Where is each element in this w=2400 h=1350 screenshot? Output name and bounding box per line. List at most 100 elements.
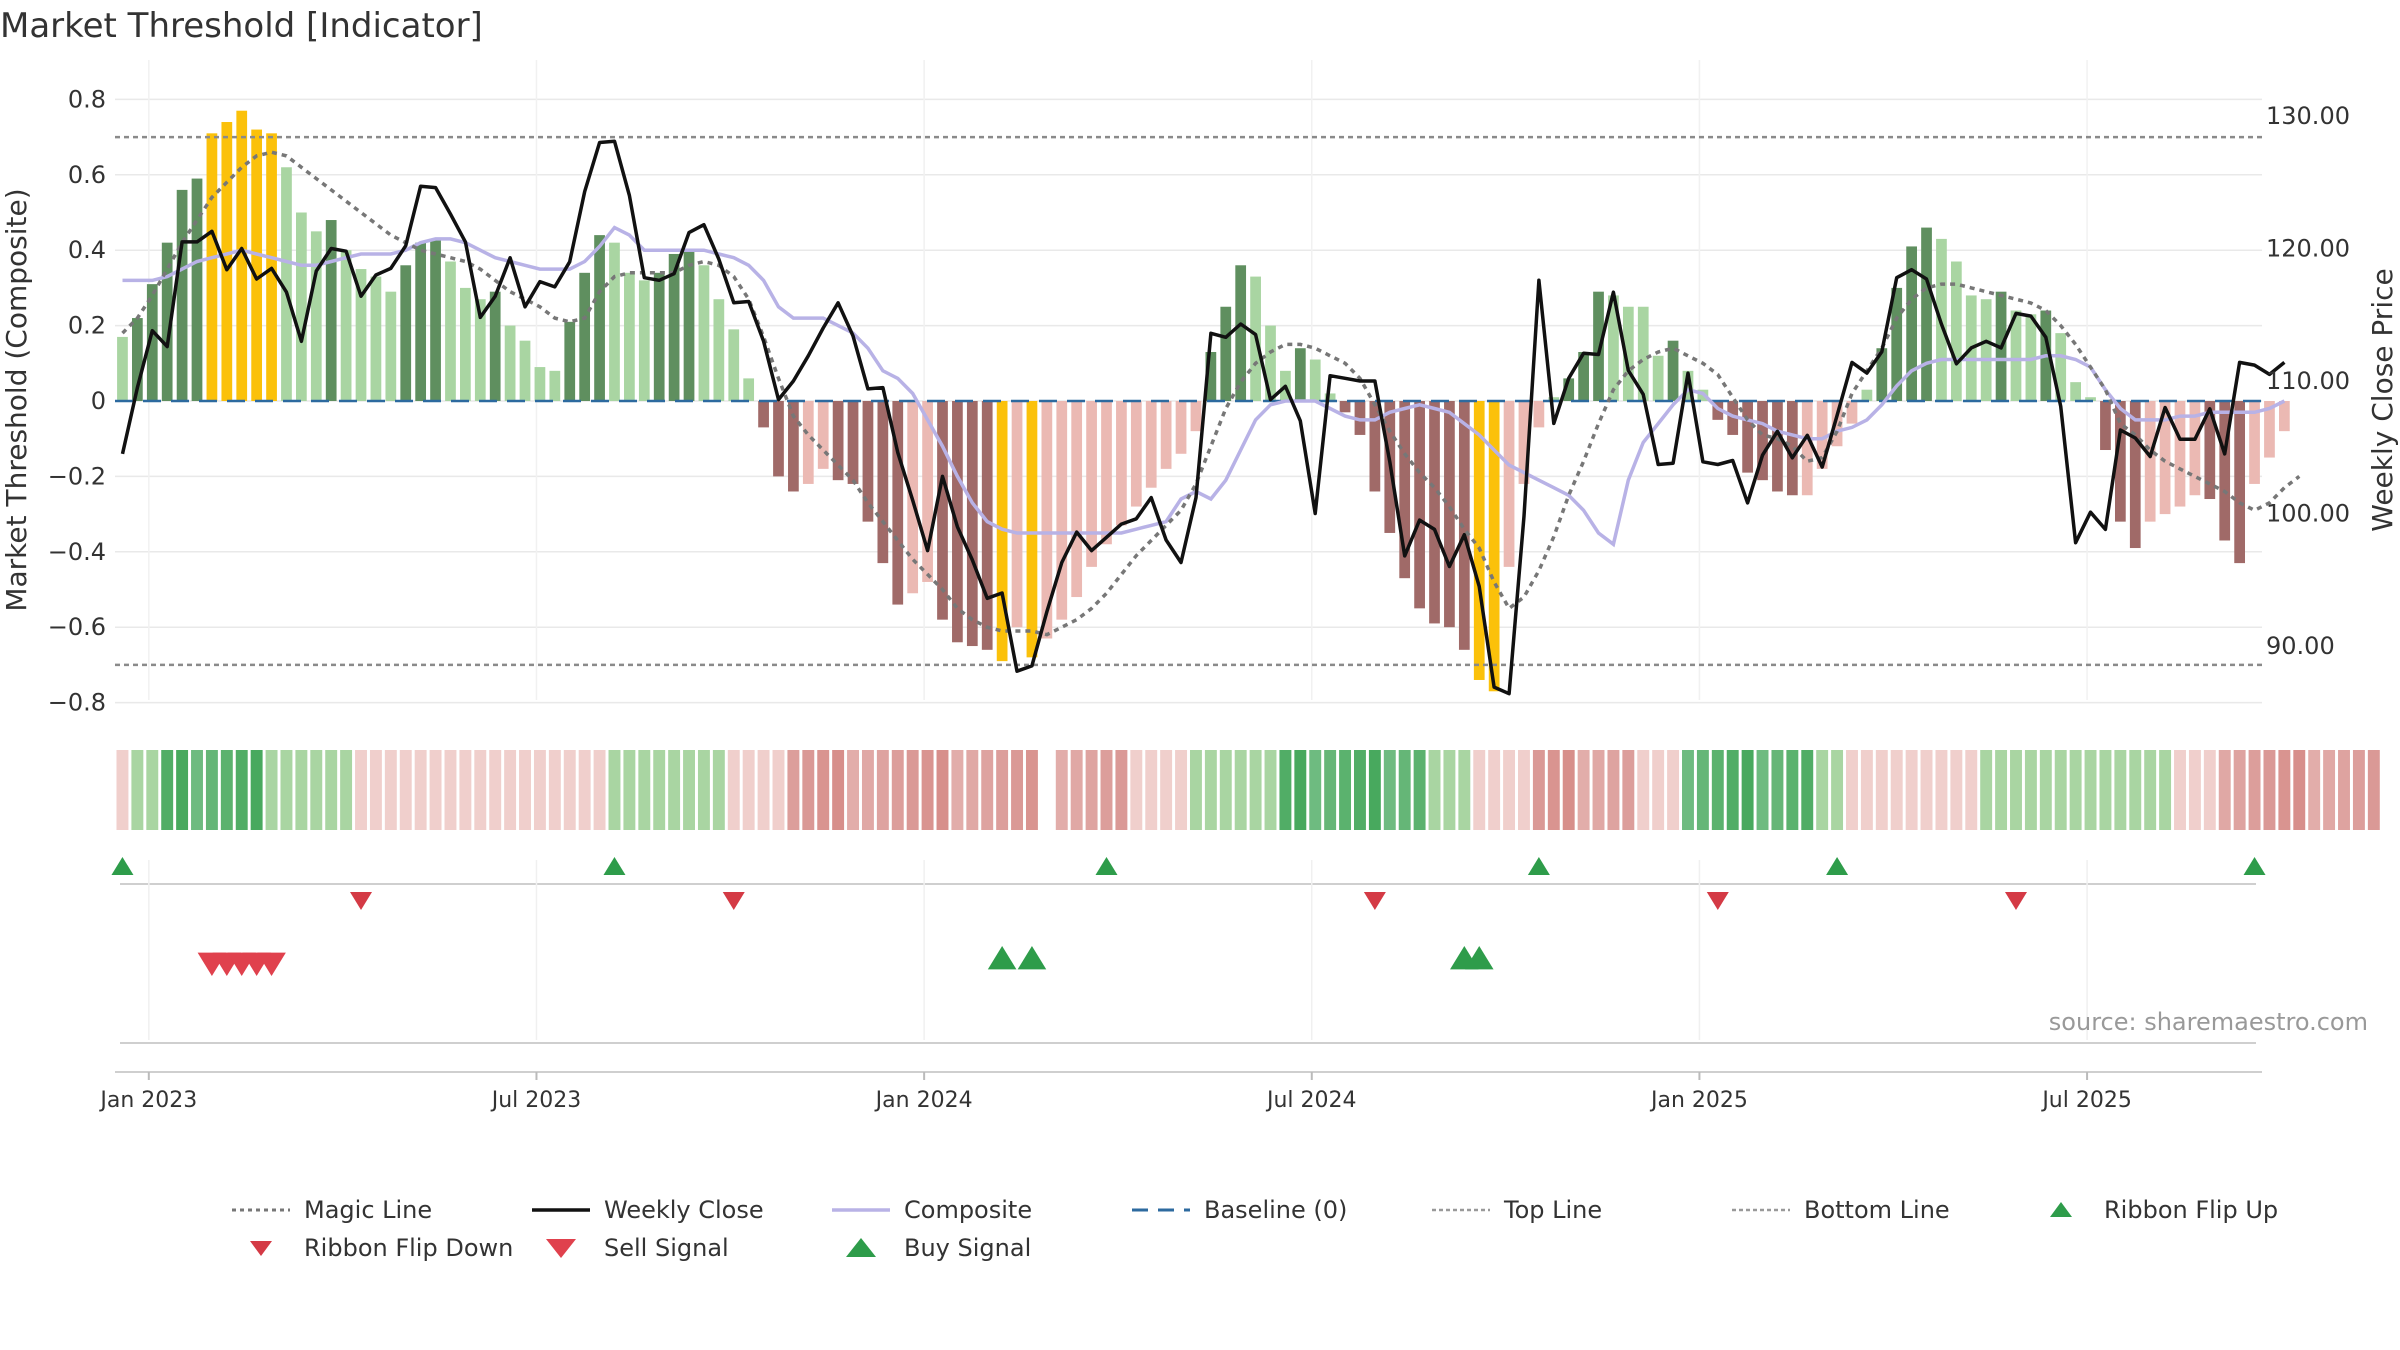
composite-bar [2100,401,2111,451]
composite-bar [1742,401,1753,473]
ribbon-cell [1264,750,1277,830]
composite-bar [1906,246,1917,401]
composite-bar [2010,310,2022,401]
composite-bar [117,336,128,401]
ribbon-cell [1279,750,1292,830]
y-tick-right: 110.00 [2266,367,2350,395]
ribbon-cell [1234,750,1247,830]
ribbon-cell [996,750,1009,830]
ribbon-cell [727,750,740,830]
composite-bar [2189,401,2201,496]
composite-bar [996,401,1008,662]
ribbon-cell [1145,750,1158,830]
ribbon-cell [1085,750,1098,830]
ribbon-cell [176,750,189,830]
ribbon-cell [399,750,412,830]
ribbon-cell [295,750,308,830]
composite-bar [937,401,948,620]
composite-bar [1876,348,1888,401]
series-lines [115,135,2301,696]
ribbon-cell [683,750,695,830]
ribbon-cell [1532,750,1545,830]
composite-bar [415,242,427,401]
composite-bar [2144,401,2156,522]
ribbon-cell [2263,750,2276,830]
composite-bar [460,287,471,401]
y-tick-left: 0.2 [68,312,106,340]
legend-item-bottom-line: Bottom Line [1730,1196,1950,1224]
composite-bar [1265,325,1276,401]
ribbon-cell [981,750,994,830]
legend-label: Sell Signal [604,1234,729,1262]
ribbon-cell [2069,750,2082,830]
chart-title: Market Threshold [Indicator] [0,6,483,46]
composite-bar [370,276,382,401]
composite-bar [1772,401,1783,492]
ribbon-cell [712,750,725,830]
composite-bar [191,178,203,401]
ribbon-cell [2099,750,2112,830]
composite-bar [638,280,650,401]
composite-bar [892,401,904,605]
composite-bar [1399,401,1411,579]
ribbon-cell [1726,750,1739,830]
composite-bar [1593,291,1604,401]
composite-bar [1056,401,1068,620]
composite-bar [2025,314,2037,401]
composite-bar [1309,359,1321,401]
ribbon-cell [414,750,427,830]
y-tick-right: 90.00 [2266,632,2335,660]
ribbon-cell [563,750,576,830]
composite-bar [2055,333,2067,401]
composite-bar [2234,401,2246,564]
source-note: source: sharemaestro.com [2048,1008,2368,1036]
ribbon-cell [1846,750,1858,830]
ribbon-band [116,750,2380,830]
composite-bar [281,167,292,401]
composite-bar [698,265,710,401]
ribbon-cell [832,750,845,830]
composite-bar [430,238,441,401]
ribbon-cell [1890,750,1903,830]
composite-bar [1041,401,1053,639]
composite-bar [2219,401,2231,541]
ribbon-cell [1130,750,1143,830]
ribbon-cell [2367,750,2380,830]
ribbon-cell [2203,750,2216,830]
ribbon-cell [578,750,591,830]
composite-bar [758,401,769,428]
composite-bar [1831,401,1843,447]
legend-label: Top Line [1504,1196,1603,1224]
ribbon-cell [772,750,785,830]
ribbon-cell [2338,750,2350,830]
ribbon-cell [2144,750,2157,830]
ribbon-cell [161,750,174,830]
ribbon-cell [1682,750,1694,830]
composite-bar [1235,265,1247,401]
ribbon-cell [1368,750,1381,830]
composite-bar [802,401,814,484]
ribbon-cell [1175,750,1188,830]
ribbon-cell [1696,750,1709,830]
y-tick-left: −0.6 [48,613,106,641]
ribbon-cell [265,750,278,830]
ribbon-cell [757,750,770,830]
legend-label: Ribbon Flip Down [304,1234,514,1262]
ribbon-flip-up-marker [603,857,626,875]
composite-bar [1071,401,1083,598]
composite-bar [1891,287,1903,401]
composite-bar [251,129,263,401]
composite-bar [474,299,486,401]
composite-bar [2085,397,2096,401]
composite-bar [594,235,605,401]
composite-bar [1011,401,1023,628]
composite-bar [1473,401,1485,680]
y-tick-right: 100.00 [2266,500,2350,528]
legend-item-magic-line: Magic Line [230,1196,432,1224]
ribbon-cell [1577,750,1590,830]
buy-signal-marker [1017,946,1047,970]
x-tick-label: Jul 2025 [2040,1088,2132,1113]
signal-markers: Jan 2023 Jul 2023 Jan 2024 Jul 2024 Jan 2025… [98,857,2266,1113]
ribbon-cell [1189,750,1202,830]
composite-bar [1846,401,1858,424]
